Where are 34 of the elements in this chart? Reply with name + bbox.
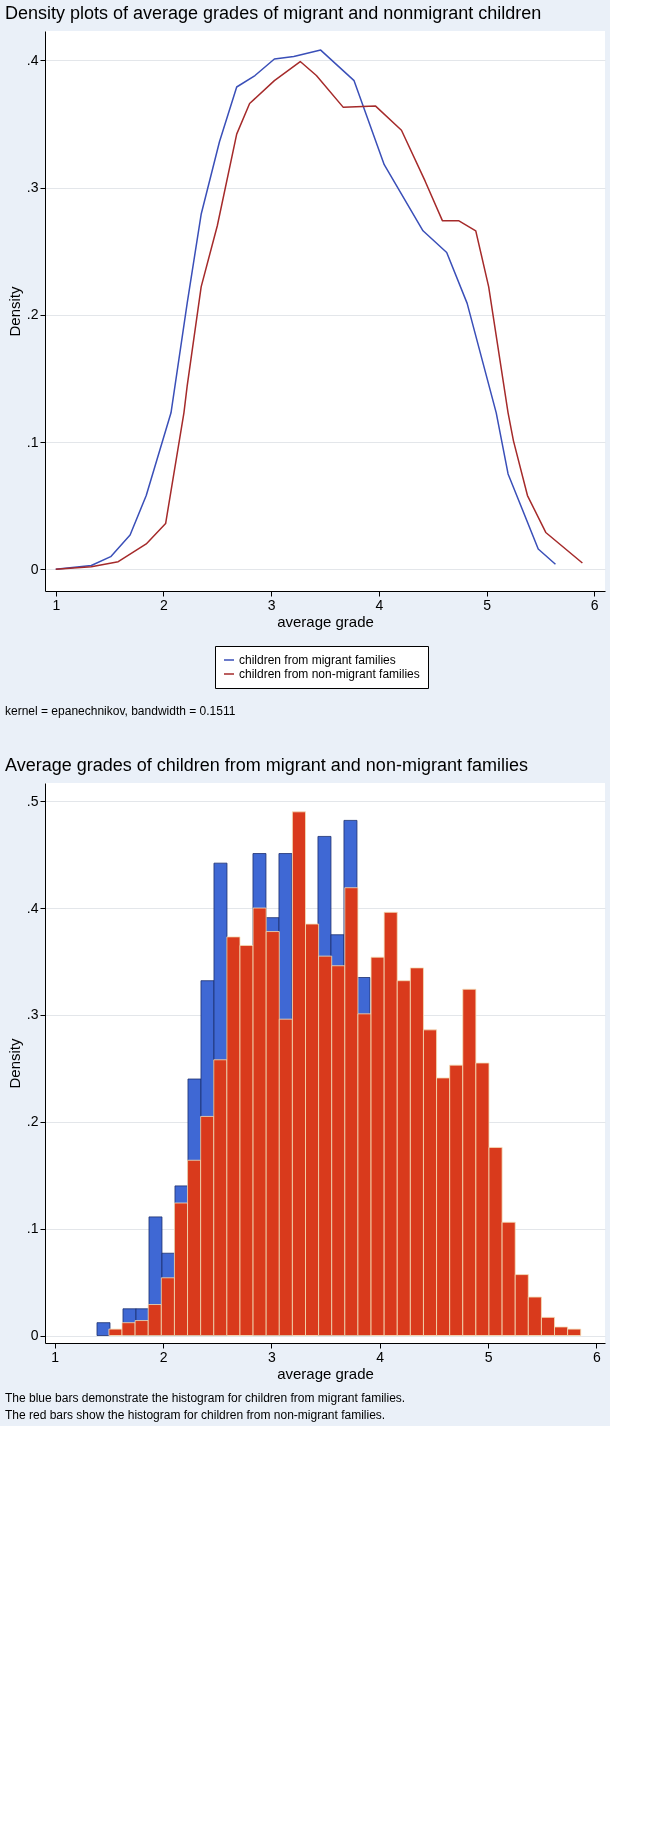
y-tick-label: .2 bbox=[26, 306, 39, 323]
text: The blue bars demonstrate the histogram for children from migrant families. bbox=[5, 1391, 406, 1405]
y-tick-label: .4 bbox=[26, 899, 39, 916]
x-tick-label: 4 bbox=[375, 596, 384, 613]
x-tick-label: 1 bbox=[51, 1348, 60, 1365]
chart-title: Average grades of children from migrant and non-migrant families bbox=[5, 755, 528, 775]
x-tick-label: 2 bbox=[159, 1348, 168, 1365]
x-tick-label: 5 bbox=[484, 1348, 493, 1365]
x-axis-title: average grade bbox=[277, 1364, 374, 1382]
y-axis-title: Density bbox=[5, 286, 23, 337]
y-tick-label: .3 bbox=[26, 179, 39, 196]
x-tick-label: 6 bbox=[592, 1348, 601, 1365]
y-tick-label: .3 bbox=[26, 1006, 39, 1023]
y-tick-label: .5 bbox=[26, 792, 39, 809]
legend-label: children from non-migrant families bbox=[239, 667, 420, 681]
x-tick-label: 3 bbox=[267, 596, 276, 613]
y-tick-label: .2 bbox=[26, 1113, 39, 1130]
x-tick-label: 3 bbox=[267, 1348, 276, 1365]
legend-label: children from migrant families bbox=[239, 653, 396, 667]
y-tick-label: .4 bbox=[26, 51, 39, 68]
x-tick-label: 6 bbox=[590, 596, 599, 613]
y-axis-title: Density bbox=[5, 1038, 23, 1089]
y-tick-label: 0 bbox=[30, 560, 39, 577]
text: kernel = epanechnikov, bandwidth = 0.1511 bbox=[5, 704, 236, 718]
chart-title: Density plots of average grades of migrant and nonmigrant children bbox=[5, 3, 542, 23]
x-tick-label: 4 bbox=[376, 1348, 385, 1365]
x-tick-label: 5 bbox=[483, 596, 492, 613]
y-tick-label: .1 bbox=[26, 1220, 39, 1237]
y-tick-label: 0 bbox=[30, 1327, 39, 1344]
text: The red bars show the histogram for children from non-migrant families. bbox=[5, 1408, 386, 1422]
x-tick-label: 2 bbox=[160, 596, 169, 613]
x-axis-title: average grade bbox=[277, 612, 374, 630]
x-tick-label: 1 bbox=[52, 596, 61, 613]
y-tick-label: .1 bbox=[26, 433, 39, 450]
